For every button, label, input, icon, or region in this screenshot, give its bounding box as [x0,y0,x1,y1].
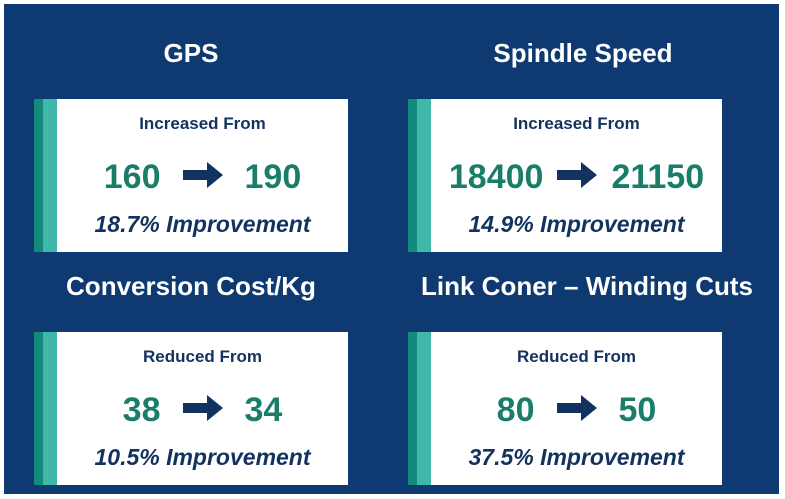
metric-card: Reduced From 38 34 10.5% Improvement [34,332,348,485]
from-value: 80 [496,391,535,429]
change-direction-label: Increased From [513,114,640,133]
right-arrow-icon [182,390,223,430]
right-arrow-icon [557,157,598,197]
right-arrow-icon [556,390,597,430]
accent-stripe [34,332,43,485]
panel-gps: GPS Increased From 160 190 18.7% Improve… [34,33,394,252]
value-change: 38 34 [57,390,348,430]
change-direction-label: Reduced From [516,347,637,366]
accent-stripe [408,332,417,485]
panel-title: GPS [163,38,219,68]
accent-stripe [43,332,57,485]
from-value: 160 [103,158,161,196]
panel-title: Spindle Speed [493,38,673,68]
accent-stripe [43,99,57,252]
to-value: 50 [618,391,657,429]
value-change: 18400 21150 [431,157,722,197]
metric-card: Reduced From 80 50 37.5% Improvement [408,332,722,485]
to-value: 190 [244,158,302,196]
improvement-text: 37.5% Improvement [468,444,685,470]
to-value: 34 [244,391,283,429]
right-arrow-icon [182,157,223,197]
improvement-text: 10.5% Improvement [94,444,311,470]
panel-conversion-cost: Conversion Cost/Kg Reduced From 38 34 10… [34,266,394,485]
metric-card: Increased From 18400 21150 14.9% Improve… [408,99,722,252]
panel-title: Conversion Cost/Kg [66,271,316,301]
change-direction-label: Reduced From [142,347,263,366]
improvement-text: 18.7% Improvement [94,211,311,237]
panel-spindle-speed: Spindle Speed Increased From 18400 21150… [408,33,768,252]
accent-stripe [417,332,431,485]
panel-link-coner: Link Coner – Winding Cuts Reduced From 8… [408,266,768,485]
metric-card: Increased From 160 190 18.7% Improvement [34,99,348,252]
change-direction-label: Increased From [139,114,266,133]
improvement-text: 14.9% Improvement [468,211,685,237]
from-value: 18400 [448,158,544,196]
metrics-board: GPS Increased From 160 190 18.7% Improve… [4,4,779,494]
accent-stripe [34,99,43,252]
panel-title: Link Coner – Winding Cuts [421,271,753,301]
value-change: 160 190 [57,157,348,197]
value-change: 80 50 [431,390,722,430]
from-value: 38 [122,391,161,429]
to-value: 21150 [611,158,705,196]
accent-stripe [408,99,417,252]
accent-stripe [417,99,431,252]
